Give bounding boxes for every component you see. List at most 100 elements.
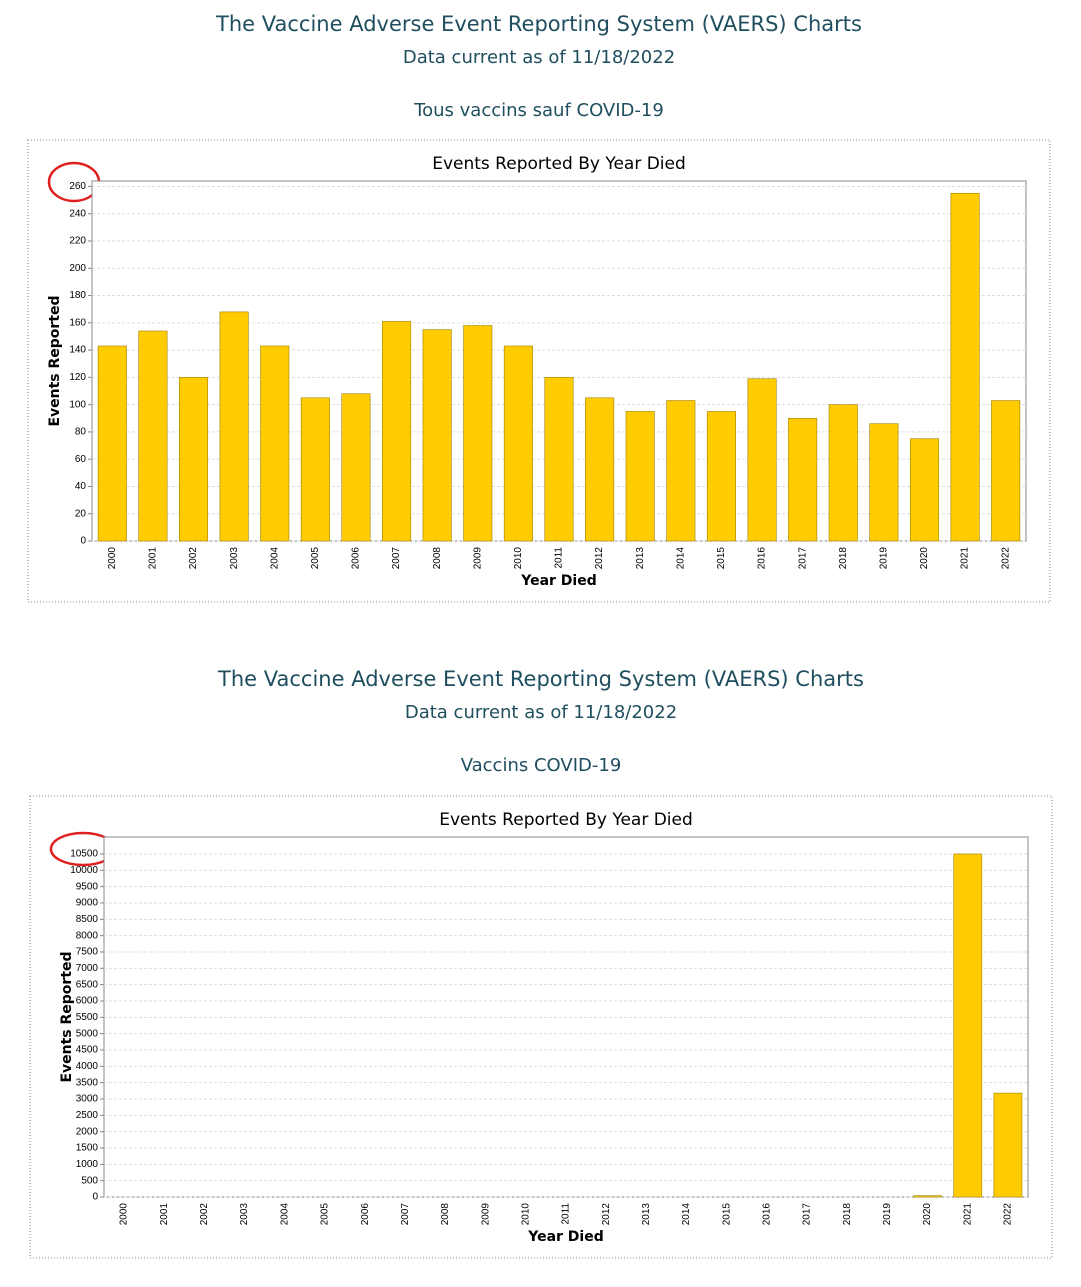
y-tick-label: 2500	[76, 1110, 99, 1121]
y-tick-label: 4500	[76, 1045, 99, 1056]
y-tick-label: 260	[69, 181, 86, 192]
y-axis-label: Events Reported	[59, 951, 75, 1082]
x-tick-label: 2009	[472, 547, 483, 570]
bar	[544, 377, 574, 542]
x-tick-label: 2014	[675, 547, 686, 570]
y-tick-label: 220	[69, 236, 86, 247]
y-tick-label: 0	[92, 1192, 98, 1203]
x-tick-label: 2007	[400, 1203, 411, 1226]
x-tick-label: 2010	[520, 1203, 531, 1226]
x-tick-label: 2000	[119, 1203, 130, 1226]
chart-title: Events Reported By Year Died	[439, 810, 693, 830]
chart-subtitle: Tous vaccins sauf COVID-19	[413, 100, 664, 121]
y-tick-label: 200	[69, 263, 86, 274]
x-tick-label: 2013	[641, 1203, 652, 1226]
bar	[909, 438, 939, 542]
bar	[585, 397, 615, 542]
bar	[993, 1092, 1023, 1198]
page-header: The Vaccine Adverse Event Reporting Syst…	[217, 667, 864, 691]
x-tick-label: 2011	[554, 547, 565, 569]
y-tick-label: 6500	[76, 979, 99, 990]
bar	[706, 411, 736, 542]
page-header: The Vaccine Adverse Event Reporting Syst…	[215, 12, 862, 36]
y-tick-label: 5500	[76, 1012, 99, 1023]
x-tick-label: 2019	[882, 1203, 893, 1226]
y-tick-label: 60	[75, 454, 87, 465]
y-tick-label: 3500	[76, 1077, 99, 1088]
bar	[219, 311, 249, 542]
y-tick-label: 240	[69, 208, 86, 219]
x-tick-label: 2015	[716, 547, 727, 570]
x-tick-label: 2002	[188, 547, 199, 570]
bar	[950, 192, 980, 542]
bar	[300, 397, 330, 542]
x-tick-label: 2006	[360, 1203, 371, 1226]
x-tick-label: 2018	[838, 547, 849, 570]
x-tick-label: 2018	[842, 1203, 853, 1226]
x-tick-label: 2010	[513, 547, 524, 570]
x-tick-label: 2009	[480, 1203, 491, 1226]
bar	[788, 417, 818, 542]
y-tick-label: 10500	[70, 849, 98, 860]
y-axis-label: Events Reported	[47, 295, 63, 426]
x-tick-label: 2013	[635, 547, 646, 570]
data-date: Data current as of 11/18/2022	[403, 47, 675, 68]
x-tick-label: 2011	[561, 1203, 572, 1225]
y-tick-label: 7500	[76, 947, 99, 958]
x-tick-label: 2022	[1000, 547, 1011, 570]
y-tick-label: 1000	[76, 1159, 99, 1170]
x-tick-label: 2014	[681, 1203, 692, 1226]
bar	[138, 330, 168, 542]
x-tick-label: 2012	[594, 547, 605, 570]
bar	[625, 411, 655, 542]
bar	[260, 345, 290, 542]
x-tick-label: 2016	[762, 1203, 773, 1226]
x-tick-label: 2005	[320, 1203, 331, 1226]
x-tick-label: 2022	[1003, 1203, 1014, 1226]
x-tick-label: 2007	[391, 547, 402, 570]
y-tick-label: 6000	[76, 996, 99, 1007]
x-tick-label: 2008	[440, 1203, 451, 1226]
x-tick-label: 2021	[960, 547, 971, 570]
x-tick-label: 2001	[159, 1203, 170, 1226]
x-axis-label: Year Died	[520, 573, 597, 589]
y-tick-label: 5000	[76, 1028, 99, 1039]
chart-frame	[29, 795, 1053, 1259]
x-tick-label: 2019	[879, 547, 890, 570]
x-tick-label: 2002	[199, 1203, 210, 1226]
y-tick-label: 4000	[76, 1061, 99, 1072]
bar	[97, 345, 127, 542]
y-tick-label: 140	[69, 345, 86, 356]
x-tick-label: 2006	[351, 547, 362, 570]
x-tick-label: 2020	[919, 547, 930, 570]
x-tick-label: 2004	[279, 1203, 290, 1226]
y-tick-label: 7000	[76, 963, 99, 974]
y-tick-label: 8500	[76, 914, 99, 925]
bar	[341, 393, 371, 542]
y-tick-label: 3000	[76, 1094, 99, 1105]
x-tick-label: 2021	[962, 1203, 973, 1226]
y-tick-label: 40	[75, 481, 87, 492]
bar	[913, 1195, 942, 1198]
y-tick-label: 0	[80, 536, 86, 547]
y-tick-label: 500	[81, 1175, 98, 1186]
x-tick-label: 2001	[148, 547, 159, 570]
y-tick-label: 9000	[76, 898, 99, 909]
y-tick-label: 180	[69, 290, 86, 301]
chart-title: Events Reported By Year Died	[432, 154, 686, 174]
bar	[828, 404, 858, 542]
x-tick-label: 2017	[797, 547, 808, 570]
y-tick-label: 120	[69, 372, 86, 383]
chart-subtitle: Vaccins COVID-19	[461, 755, 622, 776]
x-tick-label: 2003	[239, 1203, 250, 1226]
x-tick-label: 2015	[721, 1203, 732, 1226]
chart-frame	[27, 139, 1051, 603]
y-tick-label: 160	[69, 317, 86, 328]
bar	[422, 329, 452, 542]
data-date: Data current as of 11/18/2022	[405, 702, 677, 723]
y-tick-label: 8000	[76, 930, 99, 941]
x-tick-label: 2012	[601, 1203, 612, 1226]
x-tick-label: 2008	[432, 547, 443, 570]
y-tick-label: 80	[75, 427, 87, 438]
x-tick-label: 2004	[269, 547, 280, 570]
